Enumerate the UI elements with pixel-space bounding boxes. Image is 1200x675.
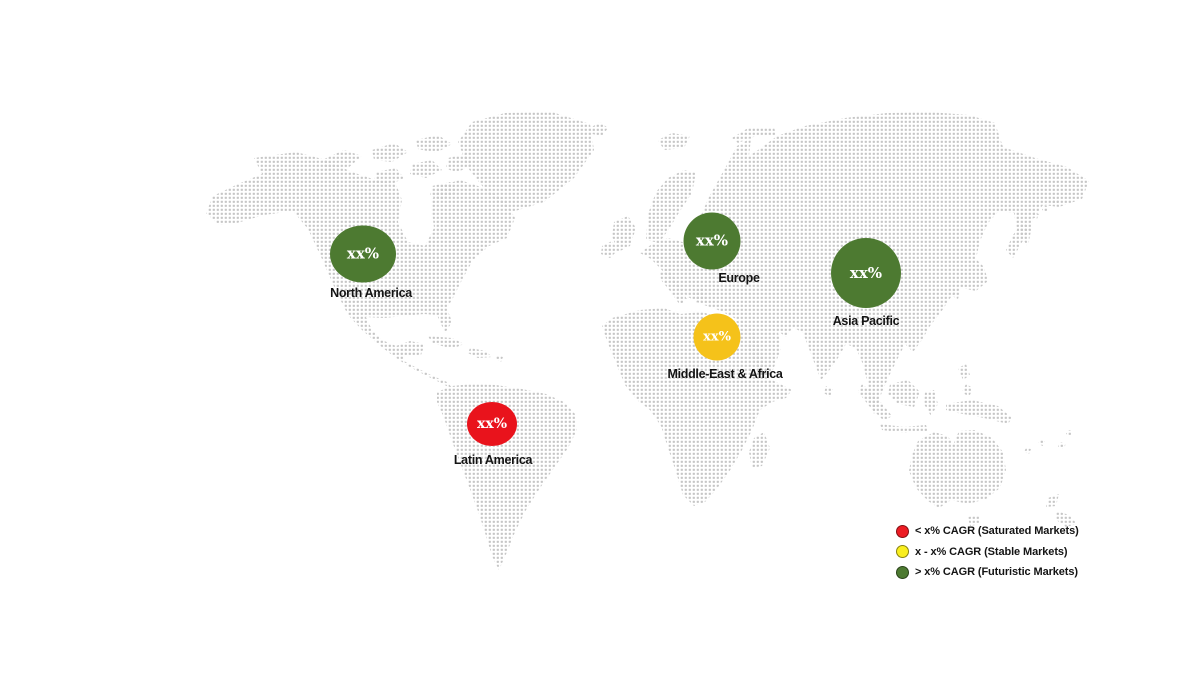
landmass-sri-lanka xyxy=(824,386,833,397)
landmass-arctic-europe-islands xyxy=(658,127,776,150)
legend-swatch-red-icon xyxy=(896,524,909,538)
landmass-indonesia xyxy=(858,380,938,433)
landmass-greenland xyxy=(458,112,594,212)
landmass-italy xyxy=(660,269,687,305)
region-value-north-america: xx% xyxy=(346,244,380,263)
region-bubble-north-america: xx% xyxy=(330,225,396,283)
region-label-north-america: North America xyxy=(330,286,412,300)
region-bubble-europe: xx% xyxy=(683,212,741,270)
region-bubble-middle-east-africa: xx% xyxy=(693,313,741,361)
landmass-taiwan-philippines xyxy=(952,290,973,397)
landmass-iceland xyxy=(590,122,608,136)
landmass-pacific-islands xyxy=(1024,430,1073,454)
landmass-madagascar xyxy=(749,432,770,468)
landmass-tasmania xyxy=(968,515,981,526)
landmass-arctic-islands xyxy=(322,135,472,200)
region-value-asia-pacific: xx% xyxy=(849,263,883,282)
legend-label-stable: x - x% CAGR (Stable Markets) xyxy=(915,545,1068,558)
legend-swatch-green-icon xyxy=(896,565,909,579)
landmass-caribbean xyxy=(428,336,503,362)
landmass-british-isles xyxy=(601,216,636,258)
region-label-middle-east-africa: Middle-East & Africa xyxy=(667,367,783,381)
region-value-latin-america: xx% xyxy=(477,416,507,432)
landmass-australia xyxy=(909,430,1006,508)
landmass-africa xyxy=(602,308,792,506)
legend-swatch-yellow-icon xyxy=(896,545,909,559)
legend-item-futuristic: > x% CAGR (Futuristic Markets) xyxy=(896,562,1079,583)
region-label-latin-america: Latin America xyxy=(453,453,533,467)
region-value-middle-east-africa: xx% xyxy=(703,329,731,345)
legend-item-saturated: < x% CAGR (Saturated Markets) xyxy=(896,521,1079,542)
region-bubble-latin-america: xx% xyxy=(467,402,517,446)
cagr-legend: < x% CAGR (Saturated Markets) x - x% CAG… xyxy=(896,521,1079,583)
legend-item-stable: x - x% CAGR (Stable Markets) xyxy=(896,542,1079,563)
landmass-scandinavia xyxy=(646,170,696,243)
legend-label-saturated: < x% CAGR (Saturated Markets) xyxy=(915,525,1079,538)
region-value-europe: xx% xyxy=(695,231,729,250)
landmass-new-guinea xyxy=(946,400,1012,424)
legend-label-futuristic: > x% CAGR (Futuristic Markets) xyxy=(915,566,1078,579)
region-label-asia-pacific: Asia Pacific xyxy=(832,314,900,328)
landmass-japan xyxy=(1006,198,1059,258)
landmass-new-zealand xyxy=(1046,494,1077,527)
landmass-greece xyxy=(693,288,706,303)
region-label-europe: Europe xyxy=(718,271,760,285)
region-bubble-asia-pacific: xx% xyxy=(831,238,901,308)
